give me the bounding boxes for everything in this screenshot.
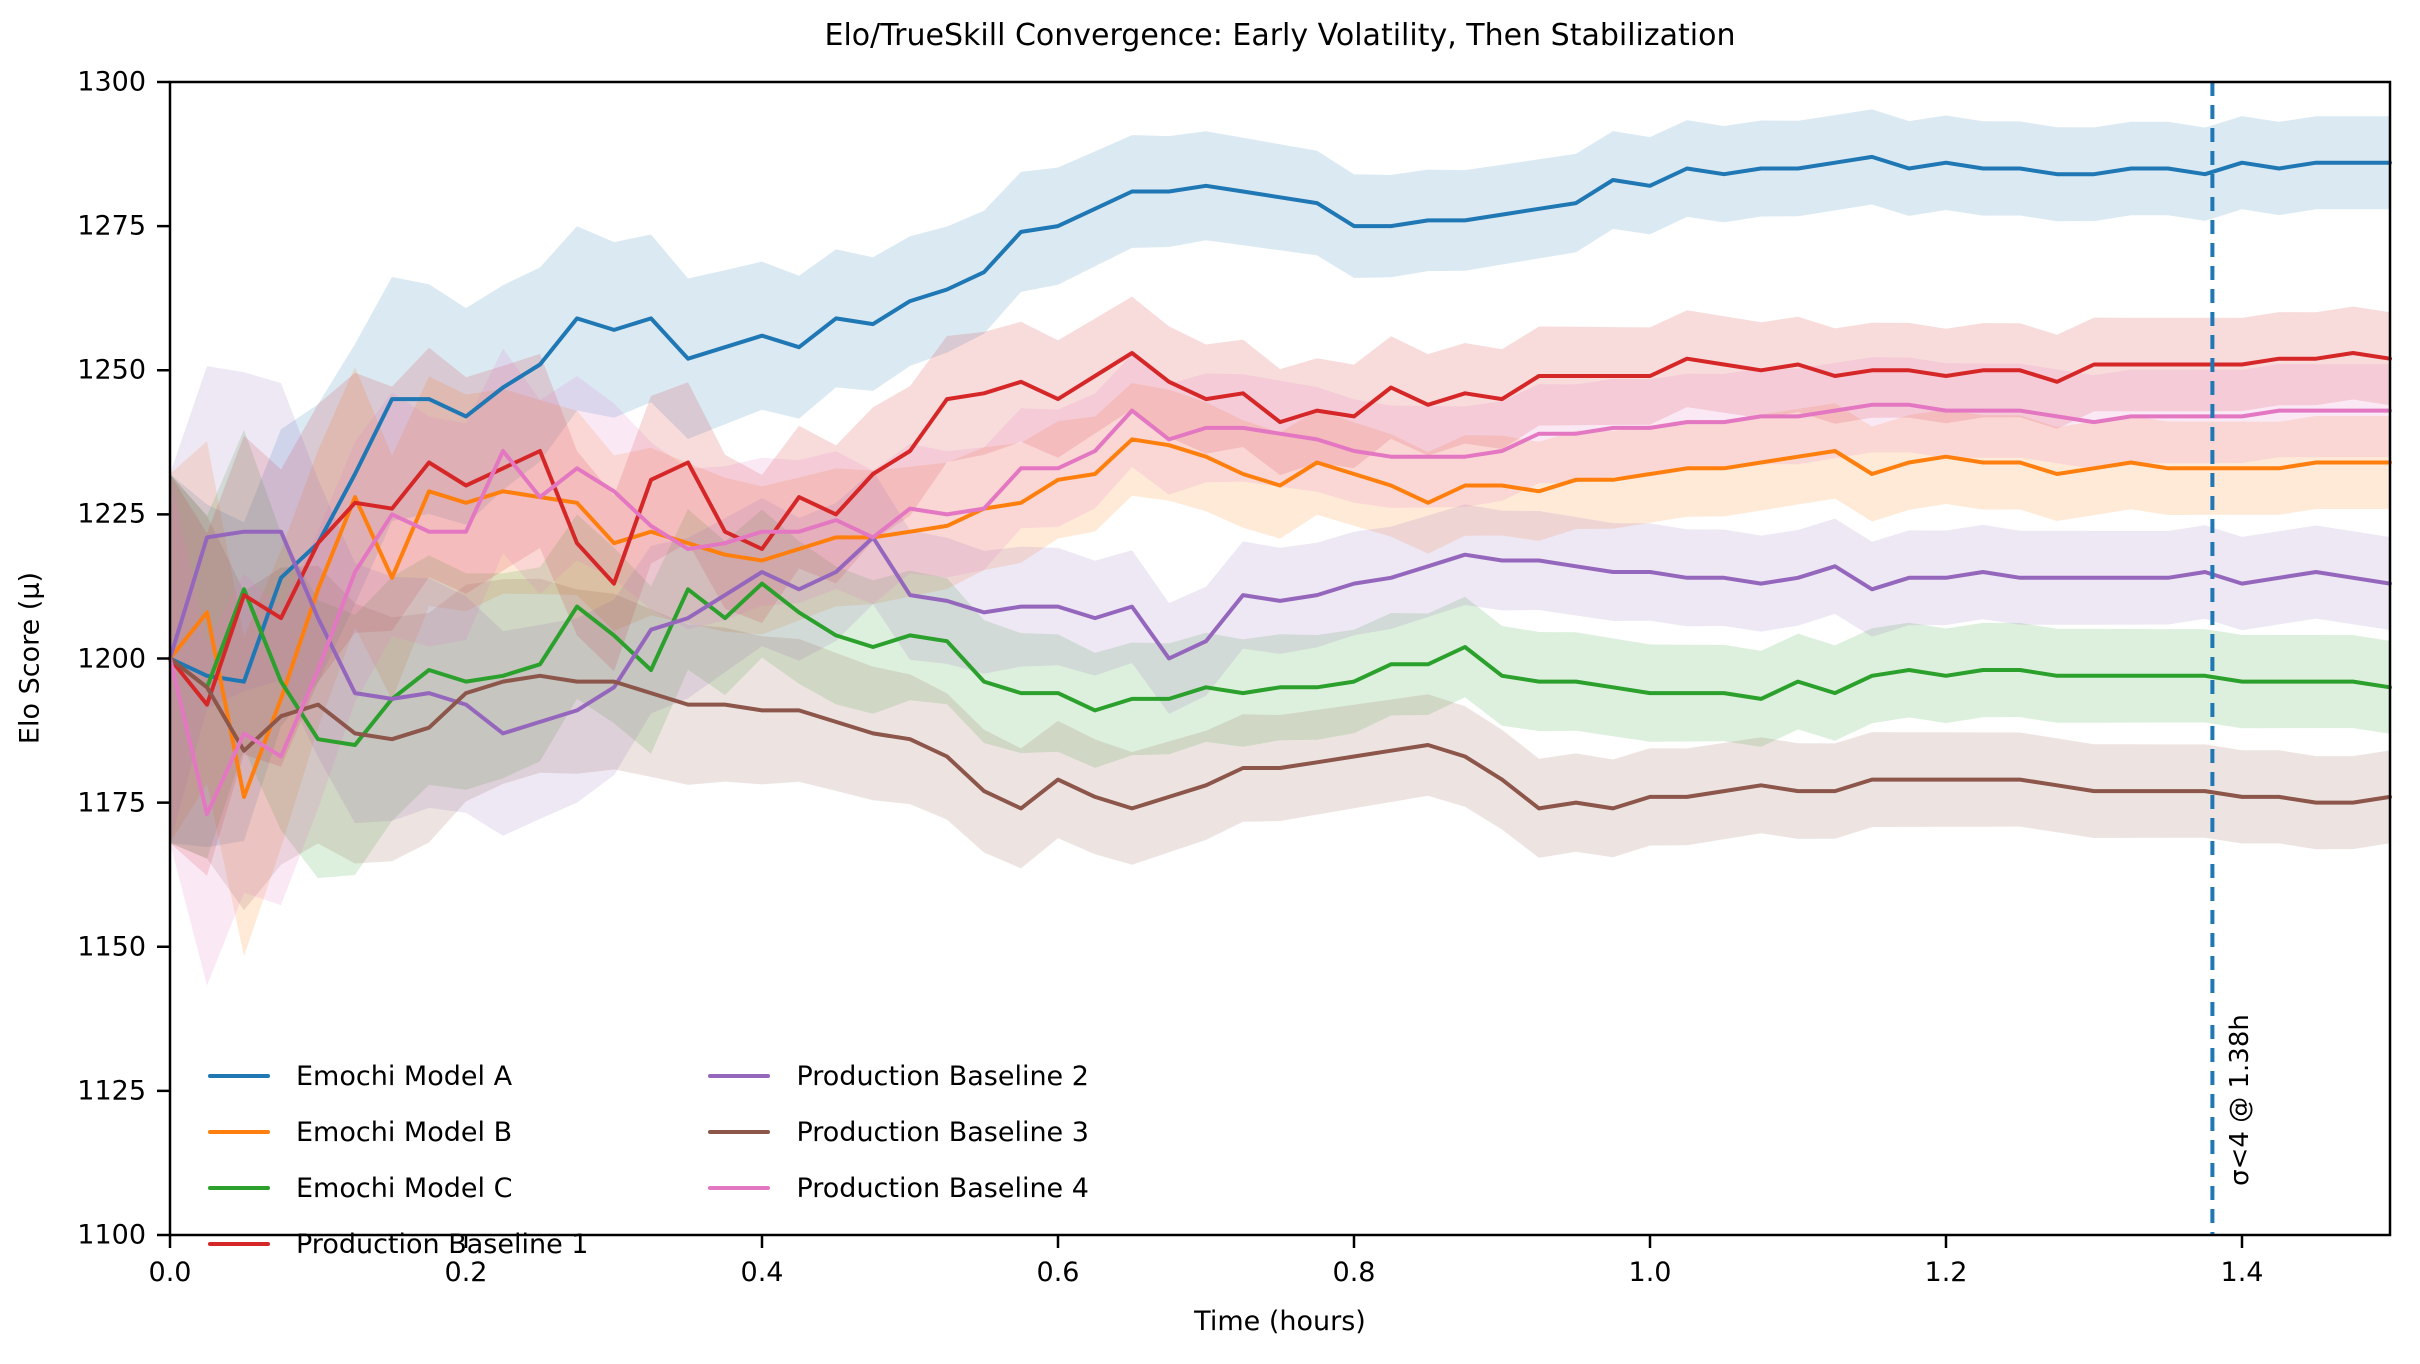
x-tick-label: 0.4 — [740, 1257, 784, 1288]
y-tick-label: 1300 — [77, 66, 146, 98]
series-line-5 — [168, 529, 2392, 736]
y-tick-label: 1100 — [77, 1219, 146, 1251]
x-axis-label: Time (hours) — [1194, 1306, 1366, 1337]
legend-swatch-emochi-model-a — [208, 1073, 270, 1079]
y-tick-label: 1275 — [77, 210, 146, 242]
legend-swatch-production-baseline-2 — [708, 1073, 771, 1079]
confidence-band-4 — [170, 296, 2390, 876]
y-tick-label: 1225 — [77, 498, 146, 530]
y-tick-label: 1200 — [77, 643, 146, 674]
legend-label: Production Baseline 2 — [796, 1060, 1089, 1092]
confidence-band-2 — [170, 367, 2390, 957]
legend-label: Emochi Model B — [296, 1116, 513, 1148]
legend-item-emochi-model-b: Emochi Model B — [208, 1104, 588, 1160]
series-line-6 — [168, 656, 2392, 811]
legend-swatch-emochi-model-c — [208, 1185, 270, 1191]
legend-item-emochi-model-c: Emochi Model C — [208, 1160, 588, 1216]
legend-column-1: Emochi Model A Emochi Model B Emochi Mod… — [208, 1048, 588, 1272]
legend-label: Production Baseline 1 — [296, 1228, 589, 1260]
x-tick-label: 0.6 — [1036, 1257, 1080, 1288]
confidence-band-5 — [170, 366, 2390, 843]
legend-item-production-baseline-2: Production Baseline 2 — [708, 1048, 1089, 1104]
legend-label: Emochi Model C — [296, 1172, 513, 1204]
legend-swatch-production-baseline-4 — [708, 1185, 771, 1191]
legend-swatch-emochi-model-b — [208, 1129, 270, 1135]
legend-label: Production Baseline 3 — [796, 1116, 1089, 1148]
x-tick-label: 0.2 — [444, 1257, 488, 1288]
legend-item-emochi-model-a: Emochi Model A — [208, 1048, 588, 1104]
y-tick-label: 1250 — [77, 354, 146, 386]
x-tick-label: 0.0 — [148, 1257, 192, 1288]
legend-column-2: Production Baseline 2 Production Baselin… — [708, 1048, 1089, 1272]
legend-label: Emochi Model A — [296, 1060, 513, 1092]
y-tick-label: 1125 — [77, 1075, 146, 1107]
series-line-4 — [168, 351, 2392, 707]
series-line-3 — [168, 581, 2392, 747]
series-line-7 — [168, 402, 2392, 817]
legend-swatch-production-baseline-3 — [708, 1129, 771, 1135]
sigma-threshold-annotation: σ<4 @ 1.38h — [2225, 1014, 2255, 1186]
series-line-1 — [168, 154, 2392, 684]
x-tick-label: 1.4 — [2220, 1257, 2264, 1288]
legend-label: Production Baseline 4 — [796, 1172, 1089, 1204]
legend: Emochi Model A Emochi Model B Emochi Mod… — [208, 1048, 1089, 1272]
legend-item-production-baseline-1: Production Baseline 1 — [208, 1216, 588, 1272]
y-tick-label: 1175 — [77, 787, 146, 819]
legend-swatch-production-baseline-1 — [208, 1241, 270, 1247]
legend-item-production-baseline-3: Production Baseline 3 — [708, 1104, 1089, 1160]
x-tick-label: 1.0 — [1628, 1257, 1672, 1288]
legend-item-production-baseline-4: Production Baseline 4 — [708, 1160, 1089, 1216]
x-tick-label: 0.8 — [1332, 1257, 1376, 1288]
y-tick-label: 1150 — [77, 931, 146, 963]
confidence-band-7 — [170, 348, 2390, 986]
confidence-band-6 — [170, 474, 2390, 911]
confidence-band-1 — [170, 109, 2390, 848]
chart-title: Elo/TrueSkill Convergence: Early Volatil… — [824, 18, 1736, 53]
x-tick-label: 1.2 — [1924, 1257, 1968, 1288]
